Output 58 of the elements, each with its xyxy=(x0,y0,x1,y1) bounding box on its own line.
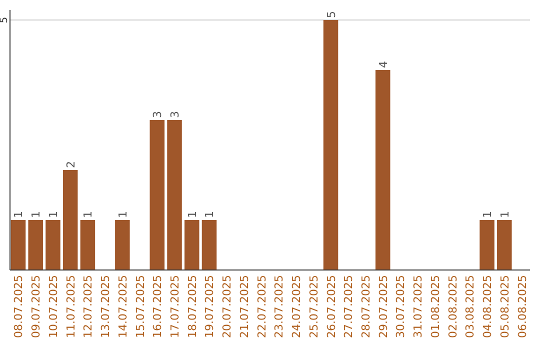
data-label: 1 xyxy=(186,211,199,218)
x-tick-label: 02.08.2025 xyxy=(446,275,460,338)
x-tick-label: 25.07.2025 xyxy=(307,275,320,338)
x-tick-label: 03.08.2025 xyxy=(464,275,477,338)
x-tick-label: 13.07.2025 xyxy=(99,275,112,338)
data-label: 1 xyxy=(498,211,512,218)
data-label: 1 xyxy=(12,211,26,218)
x-tick-label: 08.07.2025 xyxy=(12,275,26,338)
data-label: 1 xyxy=(82,211,95,218)
x-tick-label: 15.07.2025 xyxy=(134,275,147,338)
x-tick-label: 09.07.2025 xyxy=(30,275,43,338)
x-tick-label: 29.07.2025 xyxy=(376,275,390,338)
bar xyxy=(375,70,390,270)
x-tick-label: 11.07.2025 xyxy=(64,275,78,338)
x-tick-label: 30.07.2025 xyxy=(394,275,408,338)
x-tick-label: 19.07.2025 xyxy=(203,275,216,338)
data-label: 4 xyxy=(376,61,390,68)
x-tick-label: 27.07.2025 xyxy=(342,275,356,338)
bar xyxy=(167,120,182,270)
bar xyxy=(115,220,130,270)
bar xyxy=(46,220,60,270)
x-tick-label: 05.08.2025 xyxy=(498,275,512,338)
x-tick-label: 06.08.2025 xyxy=(516,275,529,338)
data-label: 2 xyxy=(64,161,78,168)
x-tick-label: 10.07.2025 xyxy=(46,275,60,338)
x-tick-label: 17.07.2025 xyxy=(168,275,182,338)
x-tick-label: 20.07.2025 xyxy=(220,275,234,338)
data-label: 1 xyxy=(203,211,216,218)
x-tick-label: 26.07.2025 xyxy=(324,275,338,338)
data-label: 1 xyxy=(481,211,494,218)
x-tick-label: 01.08.2025 xyxy=(428,275,442,338)
data-label: 3 xyxy=(168,111,182,118)
x-tick-label: 24.07.2025 xyxy=(290,275,304,338)
data-label: 3 xyxy=(151,111,164,118)
x-tick-label: 12.07.2025 xyxy=(82,275,95,338)
data-label: 1 xyxy=(116,211,130,218)
bar xyxy=(80,220,96,270)
x-tick-label: 22.07.2025 xyxy=(255,275,268,338)
x-tick-label: 04.08.2025 xyxy=(481,275,494,338)
bar xyxy=(150,120,165,270)
x-tick-label: 28.07.2025 xyxy=(359,275,372,338)
bar xyxy=(323,20,338,270)
x-tick-label: 14.07.2025 xyxy=(116,275,130,338)
x-tick-label: 23.07.2025 xyxy=(272,275,286,338)
bar xyxy=(28,220,43,270)
data-label: 5 xyxy=(324,11,338,18)
x-tick-label: 16.07.2025 xyxy=(151,275,164,338)
bar xyxy=(202,220,217,270)
data-label: 1 xyxy=(46,211,60,218)
x-tick-label: 21.07.2025 xyxy=(238,275,251,338)
bar xyxy=(497,220,512,270)
x-tick-label: 18.07.2025 xyxy=(186,275,199,338)
bar xyxy=(480,220,494,270)
data-label: 1 xyxy=(30,211,43,218)
bar xyxy=(62,170,78,270)
bar xyxy=(10,220,26,270)
bar xyxy=(184,220,200,270)
x-tick-label: 31.07.2025 xyxy=(412,275,425,338)
